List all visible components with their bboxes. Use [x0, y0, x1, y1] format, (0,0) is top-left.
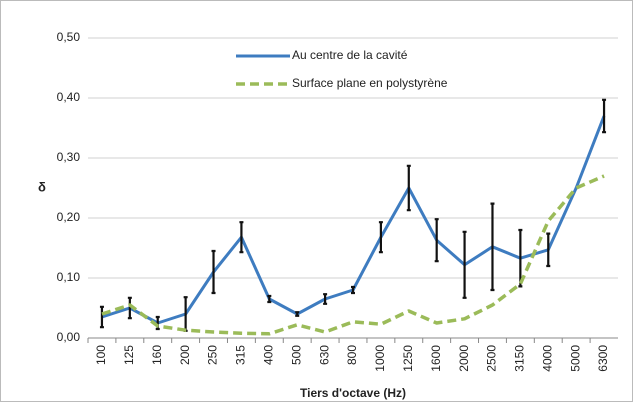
series-line [101, 174, 605, 336]
x-tick-label: 630 [317, 345, 331, 365]
x-tick-label: 3150 [513, 345, 527, 372]
x-tick-label: 250 [206, 345, 220, 365]
error-bar [518, 228, 523, 288]
y-tick-label: 0,10 [57, 270, 81, 284]
x-tick-label: 2500 [485, 345, 499, 372]
error-bar [239, 221, 244, 254]
error-bar [211, 249, 216, 295]
y-tick-label: 0,30 [57, 150, 81, 164]
x-tick-label: 800 [345, 345, 359, 365]
x-tick-label: 1600 [429, 345, 443, 372]
legend-label: Surface plane en polystyrène [292, 76, 448, 90]
error-bar [490, 202, 495, 292]
error-bar [434, 218, 439, 263]
x-tick-label: 6300 [596, 345, 610, 372]
error-bar [99, 305, 104, 329]
error-bar [546, 232, 551, 268]
y-tick-label: 0,50 [57, 30, 81, 44]
x-tick-label: 315 [234, 345, 248, 365]
x-tick-label: 100 [94, 345, 108, 365]
x-tick-label: 400 [261, 345, 275, 365]
error-bar [462, 230, 467, 299]
y-tick-label: 0,20 [57, 210, 81, 224]
error-bar [406, 164, 411, 212]
y-axis-label: δ [38, 179, 46, 194]
error-bar [602, 98, 607, 134]
x-tick-label: 4000 [540, 345, 554, 372]
y-tick-label: 0,40 [57, 90, 81, 104]
x-axis-label: Tiers d'octave (Hz) [300, 386, 406, 400]
x-tick-label: 500 [289, 345, 303, 365]
x-tick-label: 2000 [457, 345, 471, 372]
error-bar [351, 285, 355, 295]
x-tick-label: 200 [178, 345, 192, 365]
x-tick-label: 5000 [568, 345, 582, 372]
x-tick-label: 1250 [401, 345, 415, 372]
error-bar [267, 294, 272, 304]
x-tick-label: 160 [150, 345, 164, 365]
error-bar [323, 293, 328, 305]
y-tick-label: 0,00 [57, 330, 81, 344]
error-bar [378, 221, 383, 254]
x-tick-label: 1000 [373, 345, 387, 372]
error-bar [295, 311, 300, 317]
x-tick-label: 125 [122, 345, 136, 365]
legend-label: Au centre de la cavité [292, 48, 408, 62]
chart-border [0, 0, 633, 402]
error-bar [127, 296, 132, 320]
